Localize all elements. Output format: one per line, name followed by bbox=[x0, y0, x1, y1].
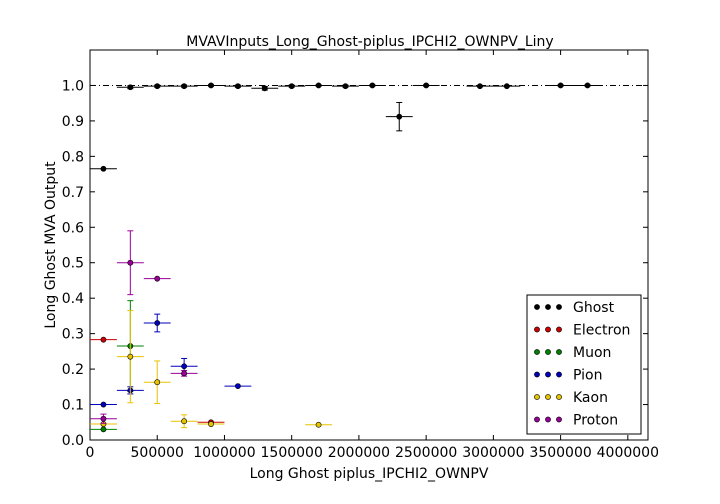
pion-point bbox=[100, 401, 107, 408]
x-tick-label: 2500000 bbox=[395, 445, 457, 461]
y-tick-label: 0.9 bbox=[62, 114, 84, 130]
ghost-point bbox=[100, 165, 107, 172]
legend-label-proton: Proton bbox=[573, 413, 618, 429]
ghost-point bbox=[181, 83, 188, 90]
proton-point bbox=[100, 415, 107, 422]
y-tick-label: 0.6 bbox=[62, 220, 84, 236]
ghost-point bbox=[261, 85, 268, 92]
y-tick-label: 0.5 bbox=[62, 256, 84, 272]
ghost-point bbox=[396, 113, 403, 120]
y-axis-ticks: 0.0 0.1 0.2 0.3 0.4 0.5 0.6 0.7 0.8 0.9 1.0 bbox=[62, 78, 648, 449]
ghost-point bbox=[369, 82, 376, 89]
legend-marker-muon bbox=[545, 349, 551, 355]
ghost-point bbox=[584, 82, 591, 89]
proton-point bbox=[154, 275, 161, 282]
electron-point bbox=[100, 336, 107, 343]
ghost-point bbox=[208, 82, 214, 89]
x-tick-label: 2000000 bbox=[328, 445, 390, 461]
legend-label-kaon: Kaon bbox=[573, 390, 608, 406]
pion-point bbox=[235, 383, 241, 390]
x-axis-label: Long Ghost piplus_IPCHI2_OWNPV bbox=[250, 466, 489, 482]
plot-area: 0 500000 1000000 1500000 2000000 2500000 30000… bbox=[62, 49, 659, 461]
proton-point bbox=[127, 259, 134, 266]
ghost-point bbox=[154, 83, 161, 90]
muon-point bbox=[100, 426, 107, 433]
legend-label-muon: Muon bbox=[573, 345, 611, 361]
legend-marker-proton bbox=[556, 416, 562, 423]
legend-marker-muon bbox=[556, 349, 562, 355]
legend-marker-proton bbox=[534, 416, 540, 423]
series-kaon bbox=[90, 310, 333, 429]
y-tick-label: 0.7 bbox=[62, 185, 84, 201]
ghost-point bbox=[342, 83, 349, 90]
pion-point bbox=[181, 363, 188, 370]
legend-frame bbox=[526, 294, 642, 435]
kaon-point bbox=[315, 421, 322, 428]
legend-label-electron: Electron bbox=[573, 323, 630, 339]
ghost-point bbox=[127, 84, 134, 91]
legend-label-pion: Pion bbox=[573, 368, 602, 384]
x-tick-label: 4000000 bbox=[597, 445, 659, 461]
legend-marker-ghost bbox=[556, 304, 562, 310]
chart-title: MVAVInputs_Long_Ghost-piplus_IPCHI2_OWNP… bbox=[186, 34, 553, 50]
ghost-point bbox=[235, 83, 241, 90]
legend: Ghost Electron Muon Pion Kaon Proton bbox=[526, 294, 642, 435]
legend-marker-ghost bbox=[545, 304, 551, 310]
legend-marker-electron bbox=[534, 326, 540, 333]
legend-marker-pion bbox=[556, 371, 562, 378]
ghost-point bbox=[503, 83, 510, 90]
ghost-point bbox=[423, 82, 430, 89]
legend-marker-electron bbox=[556, 326, 562, 333]
y-tick-label: 0.8 bbox=[62, 149, 84, 165]
legend-marker-ghost bbox=[534, 304, 540, 310]
ghost-point bbox=[477, 83, 483, 90]
series-proton bbox=[90, 230, 198, 424]
legend-marker-kaon bbox=[556, 394, 562, 400]
ghost-point bbox=[315, 82, 322, 89]
legend-marker-proton bbox=[545, 416, 551, 423]
legend-items: Ghost Electron Muon Pion Kaon Proton bbox=[534, 300, 630, 429]
x-tick-label: 1500000 bbox=[261, 445, 323, 461]
x-axis-ticks: 0 500000 1000000 1500000 2000000 2500000 30000… bbox=[86, 50, 659, 461]
kaon-point bbox=[154, 379, 161, 386]
legend-marker-pion bbox=[534, 371, 540, 378]
x-tick-label: 1000000 bbox=[193, 445, 255, 461]
series-layer bbox=[90, 82, 601, 433]
series-ghost bbox=[90, 82, 601, 172]
y-tick-label: 1.0 bbox=[62, 78, 84, 94]
y-tick-label: 0.2 bbox=[62, 362, 84, 378]
y-axis-label: Long Ghost MVA Output bbox=[43, 161, 59, 329]
y-tick-label: 0.3 bbox=[62, 327, 84, 343]
y-tick-label: 0.4 bbox=[62, 291, 84, 307]
legend-marker-muon bbox=[534, 349, 540, 355]
y-tick-label: 0.1 bbox=[62, 398, 84, 414]
legend-label-ghost: Ghost bbox=[573, 300, 615, 316]
legend-marker-kaon bbox=[545, 394, 551, 400]
y-tick-label: 0.0 bbox=[62, 433, 84, 449]
legend-marker-electron bbox=[545, 326, 551, 333]
ghost-point bbox=[557, 82, 564, 89]
legend-marker-pion bbox=[545, 371, 551, 378]
kaon-point bbox=[181, 418, 188, 425]
x-tick-label: 3500000 bbox=[529, 445, 591, 461]
kaon-point bbox=[127, 353, 134, 360]
proton-point bbox=[181, 370, 188, 377]
legend-marker-kaon bbox=[534, 394, 540, 400]
axes-frame bbox=[89, 49, 649, 441]
pion-point bbox=[154, 320, 161, 326]
x-tick-label: 3000000 bbox=[462, 445, 524, 461]
kaon-point bbox=[208, 421, 214, 427]
x-tick-label: 0 bbox=[86, 445, 95, 461]
x-tick-label: 500000 bbox=[131, 445, 184, 461]
ghost-point bbox=[288, 83, 295, 90]
